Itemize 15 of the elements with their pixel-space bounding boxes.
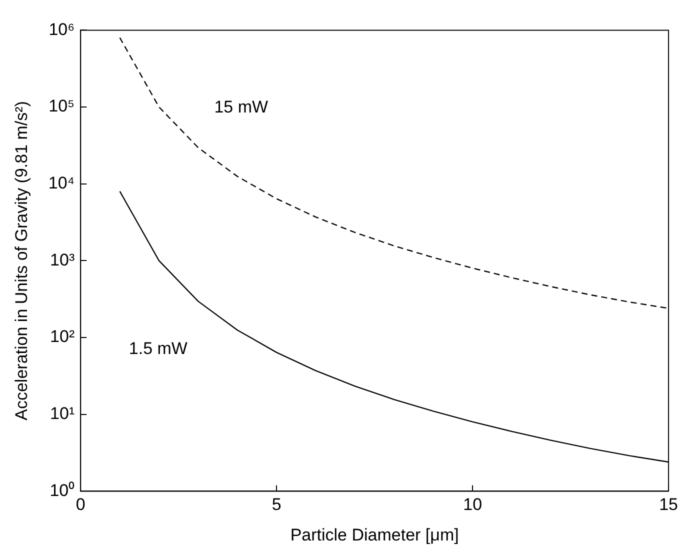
y-tick-label: 10¹ <box>50 404 75 424</box>
y-tick-label: 10³ <box>50 250 75 270</box>
y-tick-label: 10⁶ <box>48 20 75 39</box>
x-tick-label: 15 <box>659 495 678 514</box>
x-axis-title: Particle Diameter [μm] <box>290 525 459 544</box>
y-tick-label: 10² <box>50 327 75 346</box>
x-tick-label: 5 <box>272 495 282 514</box>
y-tick-label: 10⁵ <box>48 96 75 116</box>
series-label: 15 mW <box>214 97 268 116</box>
y-tick-label: 10⁰ <box>50 480 75 500</box>
y-tick-label: 10⁴ <box>48 174 75 193</box>
y-axis-title: Acceleration in Units of Gravity (9.81 m/s²) <box>12 101 31 420</box>
x-tick-label: 10 <box>463 495 482 514</box>
x-tick-label: 0 <box>76 495 86 514</box>
text: 1.5 mW <box>128 339 188 358</box>
